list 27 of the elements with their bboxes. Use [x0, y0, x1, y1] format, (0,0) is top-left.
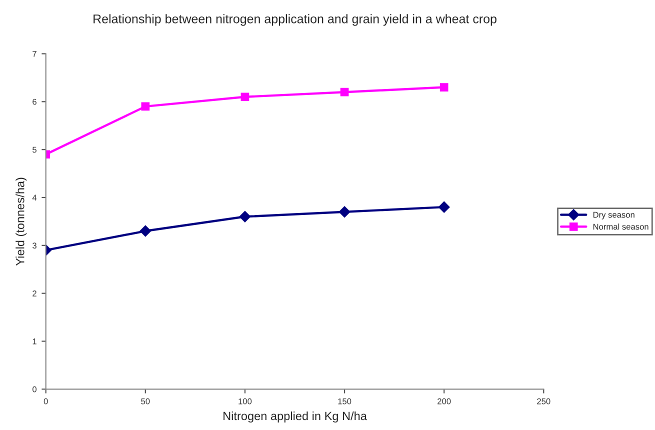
point	[438, 201, 450, 213]
x-tick-label: 100	[238, 398, 252, 404]
x-tick-label: 200	[438, 398, 451, 404]
y-tick-label: 4	[32, 194, 37, 201]
legend-label: Normal season	[593, 224, 648, 230]
y-tick-label: 3	[32, 242, 36, 249]
point	[239, 211, 251, 222]
y-tick-label: 7	[32, 51, 36, 57]
chart-title: Relationship between nitrogen application and grain yield in a wheat crop	[94, 14, 496, 26]
point	[141, 102, 150, 111]
x-axis-title: Nitrogen applied in Kg N/ha	[224, 412, 367, 423]
x-tick-label: 150	[338, 398, 352, 404]
y-tick-label: 1	[32, 338, 36, 344]
x-tick-label: 50	[141, 398, 150, 404]
point	[338, 206, 350, 218]
point	[140, 225, 152, 237]
x-tick-label: 0	[44, 398, 48, 404]
y-tick-label: 2	[32, 290, 36, 296]
x-tick-label: 250	[537, 398, 550, 404]
y-tick-label: 0	[32, 386, 36, 392]
point	[340, 88, 349, 96]
y-axis-title: Yield (tonnes/ha)	[16, 178, 27, 266]
point	[440, 83, 448, 92]
y-tick-label: 6	[32, 98, 36, 105]
legend-label: Dry season	[593, 212, 634, 220]
y-tick-label: 5	[32, 146, 36, 153]
point	[240, 92, 250, 102]
